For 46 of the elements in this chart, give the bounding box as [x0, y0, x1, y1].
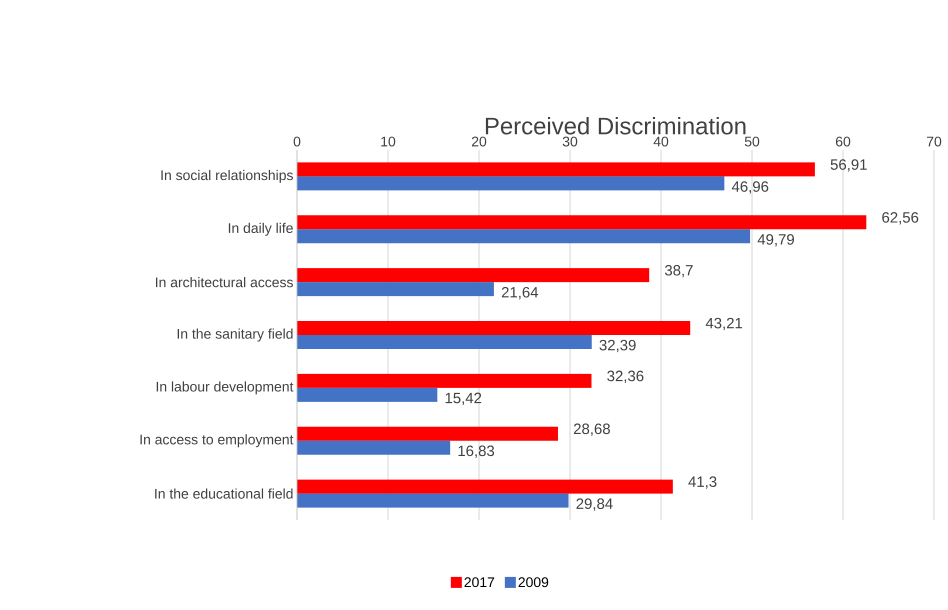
bar [297, 162, 815, 176]
x-tick-label: 60 [836, 136, 850, 146]
bar [297, 282, 494, 296]
bar [297, 335, 592, 350]
bar [297, 215, 866, 230]
bar [297, 268, 650, 282]
data-label: 49,79 [758, 234, 794, 246]
data-label: 32,39 [600, 340, 636, 352]
legend-label: 2009 [518, 577, 548, 588]
bar [297, 229, 750, 244]
bar [297, 426, 558, 441]
data-label: 38,7 [664, 264, 693, 278]
data-label: 56,91 [830, 159, 867, 172]
data-label: 41,3 [688, 476, 716, 489]
data-label: 32,36 [607, 370, 644, 384]
bar [297, 388, 438, 402]
x-tick-label: 70 [926, 136, 942, 146]
x-tick-label: 20 [472, 136, 486, 146]
bar [297, 321, 690, 336]
bar [297, 494, 569, 508]
chart-title: Perceived Discrimination [486, 116, 746, 135]
data-label: 28,68 [574, 424, 610, 436]
y-tick-label: In social relationships [161, 170, 293, 183]
x-tick-label: 10 [381, 136, 396, 146]
data-label: 43,21 [706, 318, 742, 330]
bar [297, 374, 592, 388]
data-label: 16,83 [458, 446, 494, 458]
bar [297, 480, 673, 494]
x-tick-label: 0 [294, 136, 300, 146]
x-tick-label: 50 [744, 136, 760, 146]
y-tick-label: In labour development [156, 381, 294, 394]
y-tick-label: In daily life [228, 222, 293, 236]
x-tick-label: 40 [654, 136, 668, 146]
data-label: 62,56 [882, 212, 918, 224]
bar [297, 176, 724, 190]
y-tick-label: In the educational field [155, 488, 293, 499]
y-tick-label: In architectural access [156, 277, 293, 288]
y-tick-label: In access to employment [140, 434, 294, 448]
data-label: 29,84 [576, 498, 613, 511]
x-tick-label: 30 [562, 136, 578, 146]
data-label: 21,64 [502, 286, 538, 300]
legend-label: 2017 [464, 577, 494, 588]
data-label: 46,96 [732, 181, 768, 194]
bar [297, 440, 450, 455]
data-label: 15,42 [446, 392, 482, 406]
y-tick-label: In the sanitary field [178, 328, 293, 342]
